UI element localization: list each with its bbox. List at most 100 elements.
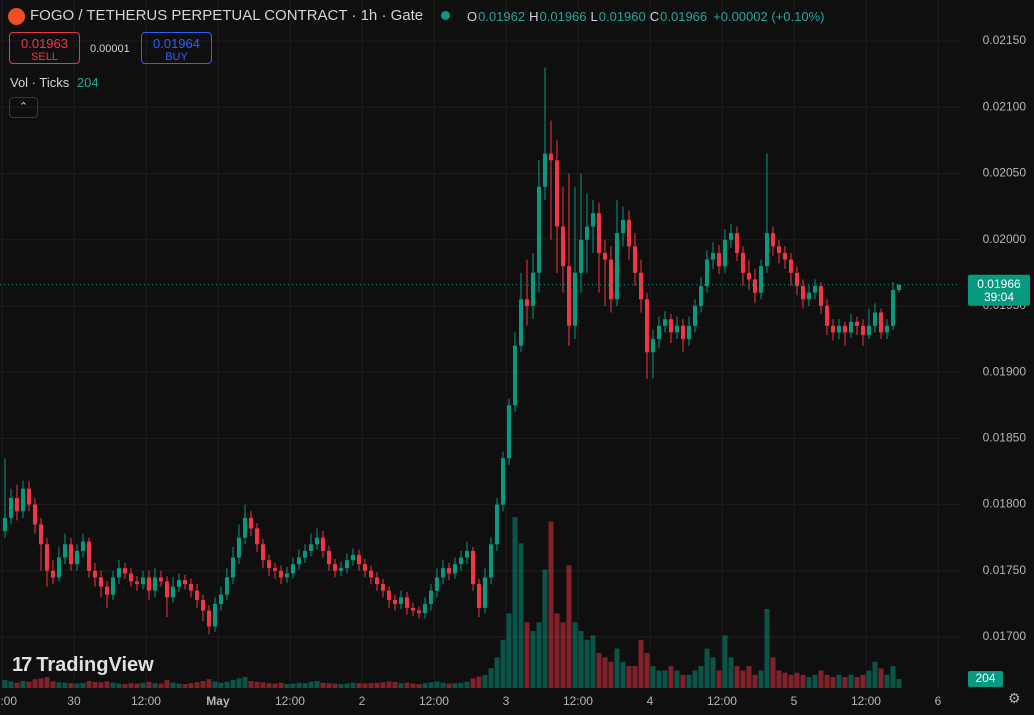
symbol-icon xyxy=(8,8,25,25)
ohlc-key: C xyxy=(649,9,660,24)
buy-label: BUY xyxy=(165,51,188,63)
candle-body xyxy=(788,259,793,273)
candle-body xyxy=(470,550,475,585)
candle-body xyxy=(422,603,427,614)
candle-body xyxy=(854,321,859,326)
volume-bar xyxy=(548,521,554,688)
x-tick-label: 12:00 xyxy=(851,694,881,708)
volume-bar xyxy=(470,678,476,688)
volume-bar xyxy=(416,684,422,688)
ohlc-key: L xyxy=(590,9,598,24)
volume-bar xyxy=(452,683,458,688)
volume-legend-title: Vol · Ticks xyxy=(10,75,70,90)
volume-bar xyxy=(530,631,536,688)
volume-bar xyxy=(134,683,140,688)
volume-bar xyxy=(152,683,158,688)
volume-bar xyxy=(500,639,506,688)
volume-label-box xyxy=(968,671,1003,688)
volume-bar xyxy=(146,681,152,688)
candle-body xyxy=(668,319,673,333)
volume-bar xyxy=(764,609,770,688)
x-tick-label: 12:00 xyxy=(563,694,593,708)
volume-bar xyxy=(836,674,842,688)
volume-bar xyxy=(788,674,794,688)
candle-body xyxy=(752,279,757,293)
settings-icon[interactable]: ⚙ xyxy=(1008,690,1021,706)
volume-bar xyxy=(62,682,68,688)
volume-bar xyxy=(194,682,200,688)
volume-bar xyxy=(518,543,524,688)
volume-bar xyxy=(140,682,146,688)
volume-bar xyxy=(770,657,776,688)
volume-bar xyxy=(74,683,80,688)
candle-body xyxy=(182,580,187,585)
volume-bar xyxy=(614,648,620,688)
y-tick-label: 0.01750 xyxy=(983,563,1027,577)
volume-bar xyxy=(464,681,470,688)
volume-bar xyxy=(644,652,650,688)
candle-body xyxy=(122,568,127,574)
volume-bar xyxy=(302,683,308,688)
volume-bar xyxy=(50,681,56,688)
candle-body xyxy=(758,266,763,293)
sell-button[interactable]: 0.01963 SELL xyxy=(9,32,80,64)
candle-body xyxy=(476,584,481,608)
candle-body xyxy=(242,517,247,538)
candle-body xyxy=(452,564,457,574)
y-tick-label: 0.01700 xyxy=(983,629,1027,643)
candle-body xyxy=(56,557,61,578)
volume-bar xyxy=(386,681,392,688)
candle-body xyxy=(218,594,223,604)
ohlc-key: O xyxy=(467,9,478,24)
candle-body xyxy=(596,213,601,253)
chart-title[interactable]: FOGO / TETHERUS PERPETUAL CONTRACT · 1h … xyxy=(30,7,424,24)
candle-body xyxy=(842,325,847,333)
candle-body xyxy=(896,284,901,291)
volume-bar xyxy=(248,680,254,688)
x-tick-label: 3 xyxy=(503,694,510,708)
volume-bar xyxy=(674,670,680,688)
candle-body xyxy=(338,568,343,571)
candle-body xyxy=(710,252,715,260)
candle-body xyxy=(272,568,277,571)
volume-bar xyxy=(308,681,314,688)
y-tick-label: 0.02100 xyxy=(983,99,1027,113)
candle-body xyxy=(824,305,829,326)
candle-body xyxy=(458,557,463,565)
volume-bar xyxy=(356,683,362,688)
volume-bar xyxy=(896,679,902,688)
x-tick-label: 30 xyxy=(67,694,81,708)
volume-bar xyxy=(158,683,164,688)
volume-bar xyxy=(404,682,410,688)
candle-body xyxy=(248,517,253,529)
candle-body xyxy=(140,577,145,585)
volume-bar xyxy=(866,670,872,688)
collapse-button[interactable]: ⌃ xyxy=(9,97,38,118)
candle-body xyxy=(296,557,301,565)
volume-bar xyxy=(92,681,98,688)
candle-body xyxy=(656,325,661,340)
candle-body xyxy=(362,564,367,571)
ohlc-key: H xyxy=(529,9,539,24)
candle-body xyxy=(368,570,373,578)
volume-bar xyxy=(446,683,452,688)
status-dot xyxy=(441,11,450,20)
candle-body xyxy=(44,544,49,571)
candle-body xyxy=(554,160,559,227)
candle-body xyxy=(392,599,397,604)
volume-bar xyxy=(392,681,398,688)
volume-bar xyxy=(512,517,518,688)
candle-body xyxy=(686,325,691,340)
candle-body xyxy=(344,560,349,569)
last-price-label: 0.01966 xyxy=(977,277,1021,291)
candle-body xyxy=(734,233,739,253)
candle-body xyxy=(38,524,43,545)
buy-button[interactable]: 0.01964 BUY xyxy=(141,32,212,64)
candle-body xyxy=(632,246,637,273)
volume-bar xyxy=(794,672,800,688)
volume-bar xyxy=(818,670,824,688)
volume-bar xyxy=(368,683,374,688)
candle-body xyxy=(746,272,751,280)
candle-body xyxy=(860,325,865,336)
candle-body xyxy=(872,312,877,326)
